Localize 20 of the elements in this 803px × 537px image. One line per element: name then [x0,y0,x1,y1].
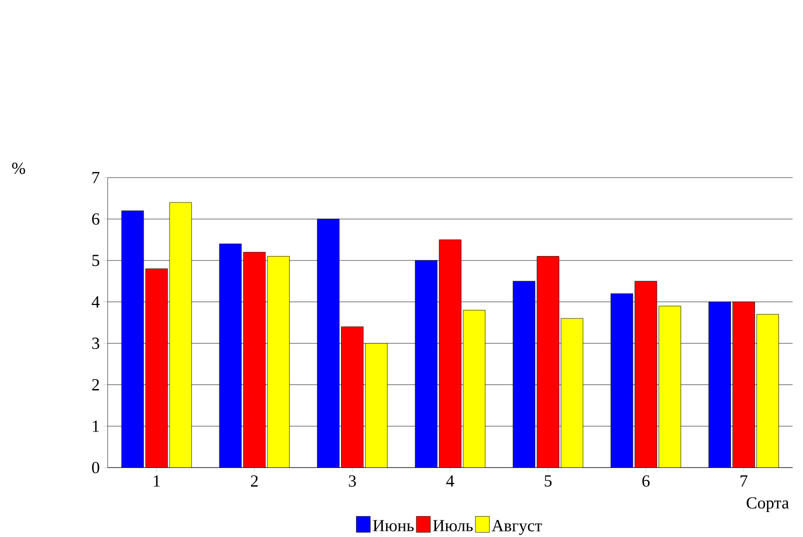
y-tick-label: 1 [92,420,99,432]
x-tick-label: 3 [348,476,356,487]
y-tick-label: 3 [92,338,100,350]
x-tick-label: 7 [740,476,748,487]
y-tick-label: 7 [92,172,100,184]
y-tick-label: 0 [92,462,100,474]
x-tick-label: 4 [446,476,454,487]
legend-label: Август [492,520,542,536]
legend-label: Июль [433,520,473,532]
y-tick-label: 4 [92,296,100,308]
x-axis-title: Сорта [746,497,789,512]
x-tick-label: 5 [544,476,552,487]
y-tick-label: 5 [92,254,100,266]
y-axis-title: % [12,162,26,174]
legend-label: Июнь [373,520,414,532]
x-tick-label: 1 [154,475,160,487]
x-tick-label: 2 [250,476,258,487]
y-tick-label: 6 [92,213,100,225]
y-tick-label: 2 [92,379,99,390]
x-tick-label: 6 [642,476,650,487]
